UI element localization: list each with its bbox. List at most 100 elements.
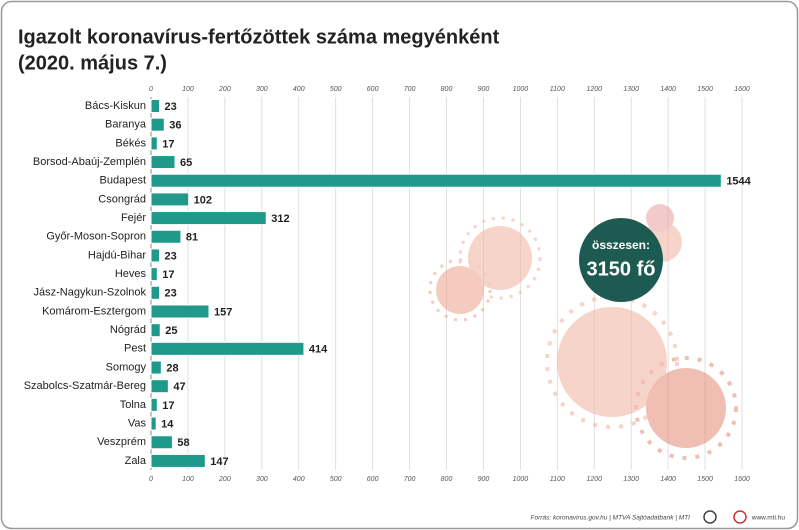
value-label: 14	[161, 418, 174, 430]
y-tick-label: Csongrád	[98, 193, 146, 205]
y-tick-label: Bács-Kiskun	[85, 100, 146, 112]
value-label: 414	[309, 344, 328, 356]
bar	[150, 453, 206, 468]
y-tick-label: Szabolcs-Szatmár-Bereg	[24, 380, 146, 392]
y-tick-label: Jász-Nagykun-Szolnok	[34, 287, 147, 299]
y-tick-label: Veszprém	[97, 436, 146, 448]
bar	[150, 248, 160, 263]
x-tick-label: 200	[218, 476, 231, 483]
bar	[150, 192, 190, 207]
x-tick-label: 100	[182, 476, 194, 483]
y-tick-label: Győr-Moson-Sopron	[46, 231, 146, 243]
x-tick-label: 1200	[586, 86, 602, 93]
bar	[150, 416, 157, 431]
x-tick-label: 1400	[660, 476, 676, 483]
x-tick-label: 1000	[513, 86, 529, 93]
value-label: 312	[271, 213, 289, 225]
value-label: 23	[164, 101, 176, 113]
value-label: 17	[162, 138, 174, 150]
x-tick-label: 0	[149, 476, 153, 483]
value-label: 58	[177, 437, 189, 449]
bar	[150, 136, 158, 151]
value-label: 28	[166, 362, 178, 374]
value-label: 65	[180, 157, 192, 169]
bar	[150, 155, 176, 170]
annotation: összesen:	[592, 238, 650, 252]
value-label: 47	[173, 381, 185, 393]
y-tick-label: Borsod-Abaúj-Zemplén	[33, 156, 146, 168]
x-tick-label: 500	[330, 476, 342, 483]
x-tick-label: 1300	[623, 476, 639, 483]
bar	[150, 397, 158, 412]
bar	[150, 267, 158, 282]
logo	[703, 510, 717, 524]
value-label: 17	[162, 400, 174, 412]
x-tick-label: 1500	[697, 86, 713, 93]
bar	[150, 117, 165, 132]
x-tick-label: 800	[441, 86, 453, 93]
value-label: 1544	[726, 176, 751, 188]
x-tick-label: 900	[478, 86, 490, 93]
y-tick-label: Komárom-Esztergom	[42, 305, 146, 317]
value-label: 102	[194, 194, 212, 206]
y-tick-label: Baranya	[105, 119, 147, 131]
y-tick-label: Budapest	[100, 175, 146, 187]
value-label: 36	[169, 120, 181, 132]
x-tick-label: 500	[330, 86, 342, 93]
bar	[150, 285, 160, 300]
bar	[150, 323, 161, 338]
x-tick-label: 1400	[660, 86, 676, 93]
value-label: 23	[164, 288, 176, 300]
x-tick-label: 1200	[586, 476, 602, 483]
bar	[150, 173, 722, 188]
value-label: 81	[186, 232, 198, 244]
value-label: 17	[162, 269, 174, 281]
y-tick-label: Fejér	[121, 212, 146, 224]
bar	[150, 229, 182, 244]
total-badge	[579, 218, 663, 302]
x-tick-label: 1600	[734, 476, 750, 483]
x-tick-label: 0	[149, 86, 153, 93]
y-tick-label: Békés	[115, 137, 146, 149]
chart-subtitle: (2020. május 7.)	[18, 52, 167, 74]
bar	[150, 341, 305, 356]
y-tick-label: Zala	[125, 455, 147, 467]
value-label: 147	[210, 456, 228, 468]
x-tick-label: 700	[404, 86, 416, 93]
bar	[150, 435, 173, 450]
x-tick-label: 1500	[697, 476, 713, 483]
x-tick-label: 400	[293, 476, 305, 483]
bar	[150, 360, 162, 375]
y-tick-label: Tolna	[120, 399, 147, 411]
source: Forrás: koronavirus.gov.hu | MTVA Sajtóa…	[531, 515, 691, 522]
x-tick-label: 600	[367, 476, 379, 483]
y-tick-label: Vas	[128, 417, 147, 429]
y-tick-label: Heves	[115, 268, 147, 280]
value-label: 157	[214, 306, 232, 318]
y-tick-label: Hajdú-Bihar	[88, 249, 146, 261]
x-tick-label: 1100	[550, 86, 565, 93]
bar	[150, 379, 169, 394]
bar	[150, 211, 267, 226]
x-tick-label: 300	[256, 86, 268, 93]
logo	[733, 510, 747, 524]
x-tick-label: 1600	[734, 86, 750, 93]
bar	[150, 304, 210, 319]
x-tick-label: 1000	[513, 476, 529, 483]
chart-title: Igazolt koronavírus-fertőzöttek száma me…	[18, 26, 500, 48]
y-tick-label: Somogy	[106, 361, 147, 373]
decoration	[428, 204, 738, 460]
y-tick-label: Nógrád	[110, 324, 146, 336]
x-tick-label: 1100	[550, 476, 565, 483]
x-tick-label: 400	[293, 86, 305, 93]
x-tick-label: 300	[256, 476, 268, 483]
x-tick-label: 600	[367, 86, 379, 93]
x-tick-label: 1300	[623, 86, 639, 93]
website: www.mti.hu	[751, 515, 786, 522]
annotation: 3150 fő	[587, 258, 656, 280]
x-tick-label: 700	[404, 476, 416, 483]
bar	[150, 99, 160, 113]
value-label: 23	[164, 250, 176, 262]
